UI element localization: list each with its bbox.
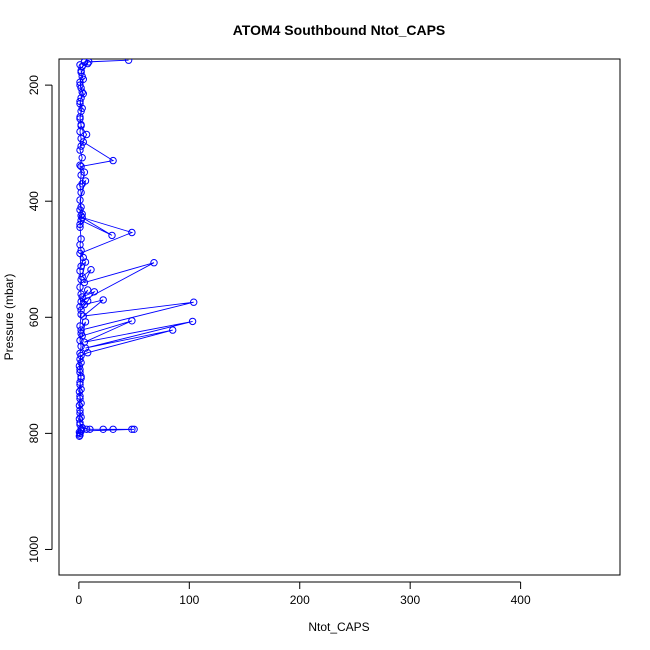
x-tick-label: 200 [290,593,310,607]
data-point [86,425,94,433]
data-point [75,401,84,410]
data-point [84,59,92,68]
data-point [79,75,88,84]
data-point [76,355,84,363]
data-point [77,385,85,393]
data-point [76,322,84,330]
data-point [78,154,86,162]
data-point [76,100,84,108]
data-point [76,127,84,136]
data-point [87,266,95,274]
data-point [77,275,85,284]
data-point [169,326,177,334]
chart-title: ATOM4 Southbound Ntot_CAPS [233,22,446,38]
data-point [76,409,84,417]
y-tick-label: 200 [27,75,41,95]
x-tick-label: 0 [76,593,83,607]
data-point [150,259,158,267]
data-point [77,212,85,220]
data-point [76,220,84,229]
data-point [75,415,84,423]
data-point [128,228,136,237]
data-point [99,296,107,304]
data-point [77,246,85,255]
data-point [76,429,84,438]
data-point [77,107,85,115]
data-point [75,387,84,396]
data-point [77,162,85,171]
data-point [76,161,84,169]
data-point [128,317,136,325]
x-tick-label: 300 [400,593,420,607]
data-point [76,223,84,232]
data-point [77,290,85,298]
data-point [76,419,84,427]
data-point [77,342,85,350]
data-point [78,210,86,218]
x-axis: 0 100 200 300 400 [76,581,531,607]
y-axis: 200 400 600 800 1000 [27,75,53,563]
data-point [77,188,85,197]
data-point [77,306,85,314]
data-point [77,134,85,143]
data-point [76,365,84,374]
data-point [76,378,84,386]
data-point [128,425,136,433]
data-point [84,286,92,294]
data-point [76,81,84,89]
data-point [77,399,85,407]
x-tick-label: 100 [179,593,199,607]
data-point [82,130,91,139]
x-tick-label: 400 [511,593,531,607]
data-point [77,297,85,306]
data-point [76,97,84,106]
data-point [109,425,117,433]
data-point [84,349,92,357]
x-axis-label: Ntot_CAPS [308,620,369,634]
data-point [77,326,85,334]
data-point [77,68,85,77]
y-tick-label: 600 [27,307,41,327]
series-line [78,59,194,437]
data-point [77,358,85,367]
data-point [77,262,85,270]
y-tick-label: 1000 [27,536,41,563]
data-point [76,267,84,275]
data-point [109,156,117,165]
data-point [76,303,84,311]
data-point [77,120,85,129]
data-point [81,258,90,266]
y-axis-label: Pressure (mbar) [2,274,16,361]
data-point [90,288,99,296]
data-point [75,432,84,440]
data-point [77,142,85,150]
data-point [77,171,85,179]
data-point [85,59,93,66]
data-point [76,146,84,154]
plot-frame [58,58,621,576]
data-point [108,231,116,240]
data-point [188,317,197,326]
data-point [190,298,198,306]
data-point [77,329,85,338]
data-point [99,425,107,433]
data-point [76,394,84,403]
data-point [77,310,85,319]
data-point [76,283,84,291]
data-point [75,362,84,370]
y-tick-label: 800 [27,423,41,443]
data-point [76,196,84,204]
data-point [76,406,84,414]
y-tick-label: 400 [27,191,41,211]
data-point [130,425,138,433]
data-point [124,59,133,64]
data-point [76,392,84,400]
series-layer [75,59,198,440]
data-point [76,349,84,357]
